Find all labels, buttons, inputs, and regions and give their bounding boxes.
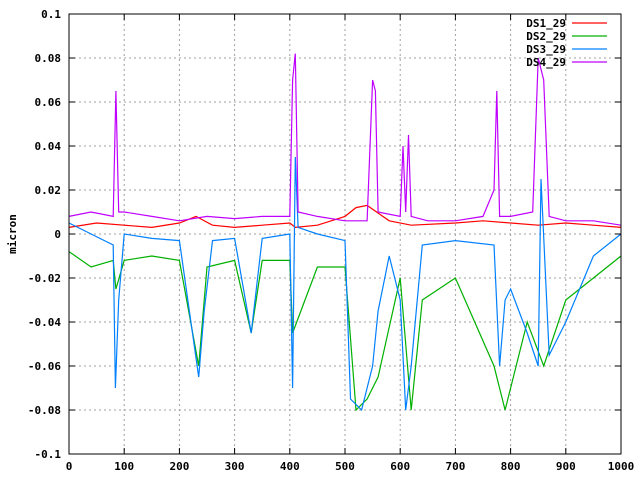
- legend-label: DS1_29: [526, 17, 566, 30]
- x-tick-label: 500: [335, 460, 355, 473]
- y-tick-label: -0.06: [28, 360, 61, 373]
- x-tick-label: 400: [280, 460, 300, 473]
- series-line-4: [68, 53, 622, 226]
- y-tick-label: -0.1: [35, 448, 62, 461]
- x-tick-label: 600: [390, 460, 410, 473]
- y-tick-label: 0.1: [41, 8, 61, 21]
- x-tick-label: 1000: [608, 460, 635, 473]
- series-group: [68, 53, 622, 412]
- x-tick-label: 800: [501, 460, 521, 473]
- y-tick-label: 0: [54, 228, 61, 241]
- y-tick-label: 0.02: [35, 184, 62, 197]
- x-tick-label: 700: [445, 460, 465, 473]
- legend-label: DS4_29: [526, 56, 566, 69]
- y-axis-label: micron: [6, 214, 19, 254]
- x-tick-label: 100: [114, 460, 134, 473]
- series-line-3: [68, 156, 622, 412]
- x-tick-label: 300: [225, 460, 245, 473]
- axis-ticks: 0 100 200 300 400 500 600 700 800 900 1000 -0.1 -0.0…: [28, 8, 634, 473]
- y-tick-label: -0.08: [28, 404, 61, 417]
- y-tick-label: 0.08: [35, 52, 62, 65]
- x-tick-label: 900: [556, 460, 576, 473]
- y-tick-label: 0.04: [35, 140, 62, 153]
- legend-label: DS3_29: [526, 43, 566, 56]
- series-line-2: [68, 251, 622, 412]
- y-tick-label: -0.02: [28, 272, 61, 285]
- grid-lines: [69, 14, 621, 454]
- series-line-1: [68, 204, 622, 229]
- x-tick-label: 200: [169, 460, 189, 473]
- y-tick-label: 0.06: [35, 96, 62, 109]
- y-tick-label: -0.04: [28, 316, 61, 329]
- legend-label: DS2_29: [526, 30, 566, 43]
- x-tick-label: 0: [66, 460, 73, 473]
